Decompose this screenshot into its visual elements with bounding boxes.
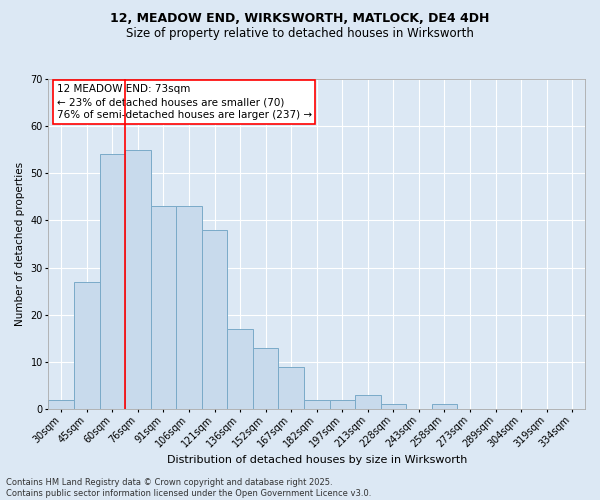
Bar (329, 400, 355, 409)
Bar (432, 404, 457, 409)
Bar (355, 395, 380, 409)
Bar (253, 348, 278, 409)
Bar (100, 154, 125, 409)
Bar (49, 400, 74, 409)
Bar (278, 366, 304, 409)
Y-axis label: Number of detached properties: Number of detached properties (15, 162, 25, 326)
Bar (176, 206, 202, 409)
Text: Contains HM Land Registry data © Crown copyright and database right 2025.
Contai: Contains HM Land Registry data © Crown c… (6, 478, 371, 498)
Text: 12, MEADOW END, WIRKSWORTH, MATLOCK, DE4 4DH: 12, MEADOW END, WIRKSWORTH, MATLOCK, DE4… (110, 12, 490, 26)
Text: Size of property relative to detached houses in Wirksworth: Size of property relative to detached ho… (126, 28, 474, 40)
Bar (380, 404, 406, 409)
Bar (227, 329, 253, 409)
Bar (202, 230, 227, 409)
Bar (125, 150, 151, 409)
Text: 12 MEADOW END: 73sqm
← 23% of detached houses are smaller (70)
76% of semi-detac: 12 MEADOW END: 73sqm ← 23% of detached h… (56, 84, 311, 120)
Bar (74, 282, 100, 409)
Bar (151, 206, 176, 409)
Bar (304, 400, 329, 409)
X-axis label: Distribution of detached houses by size in Wirksworth: Distribution of detached houses by size … (167, 455, 467, 465)
